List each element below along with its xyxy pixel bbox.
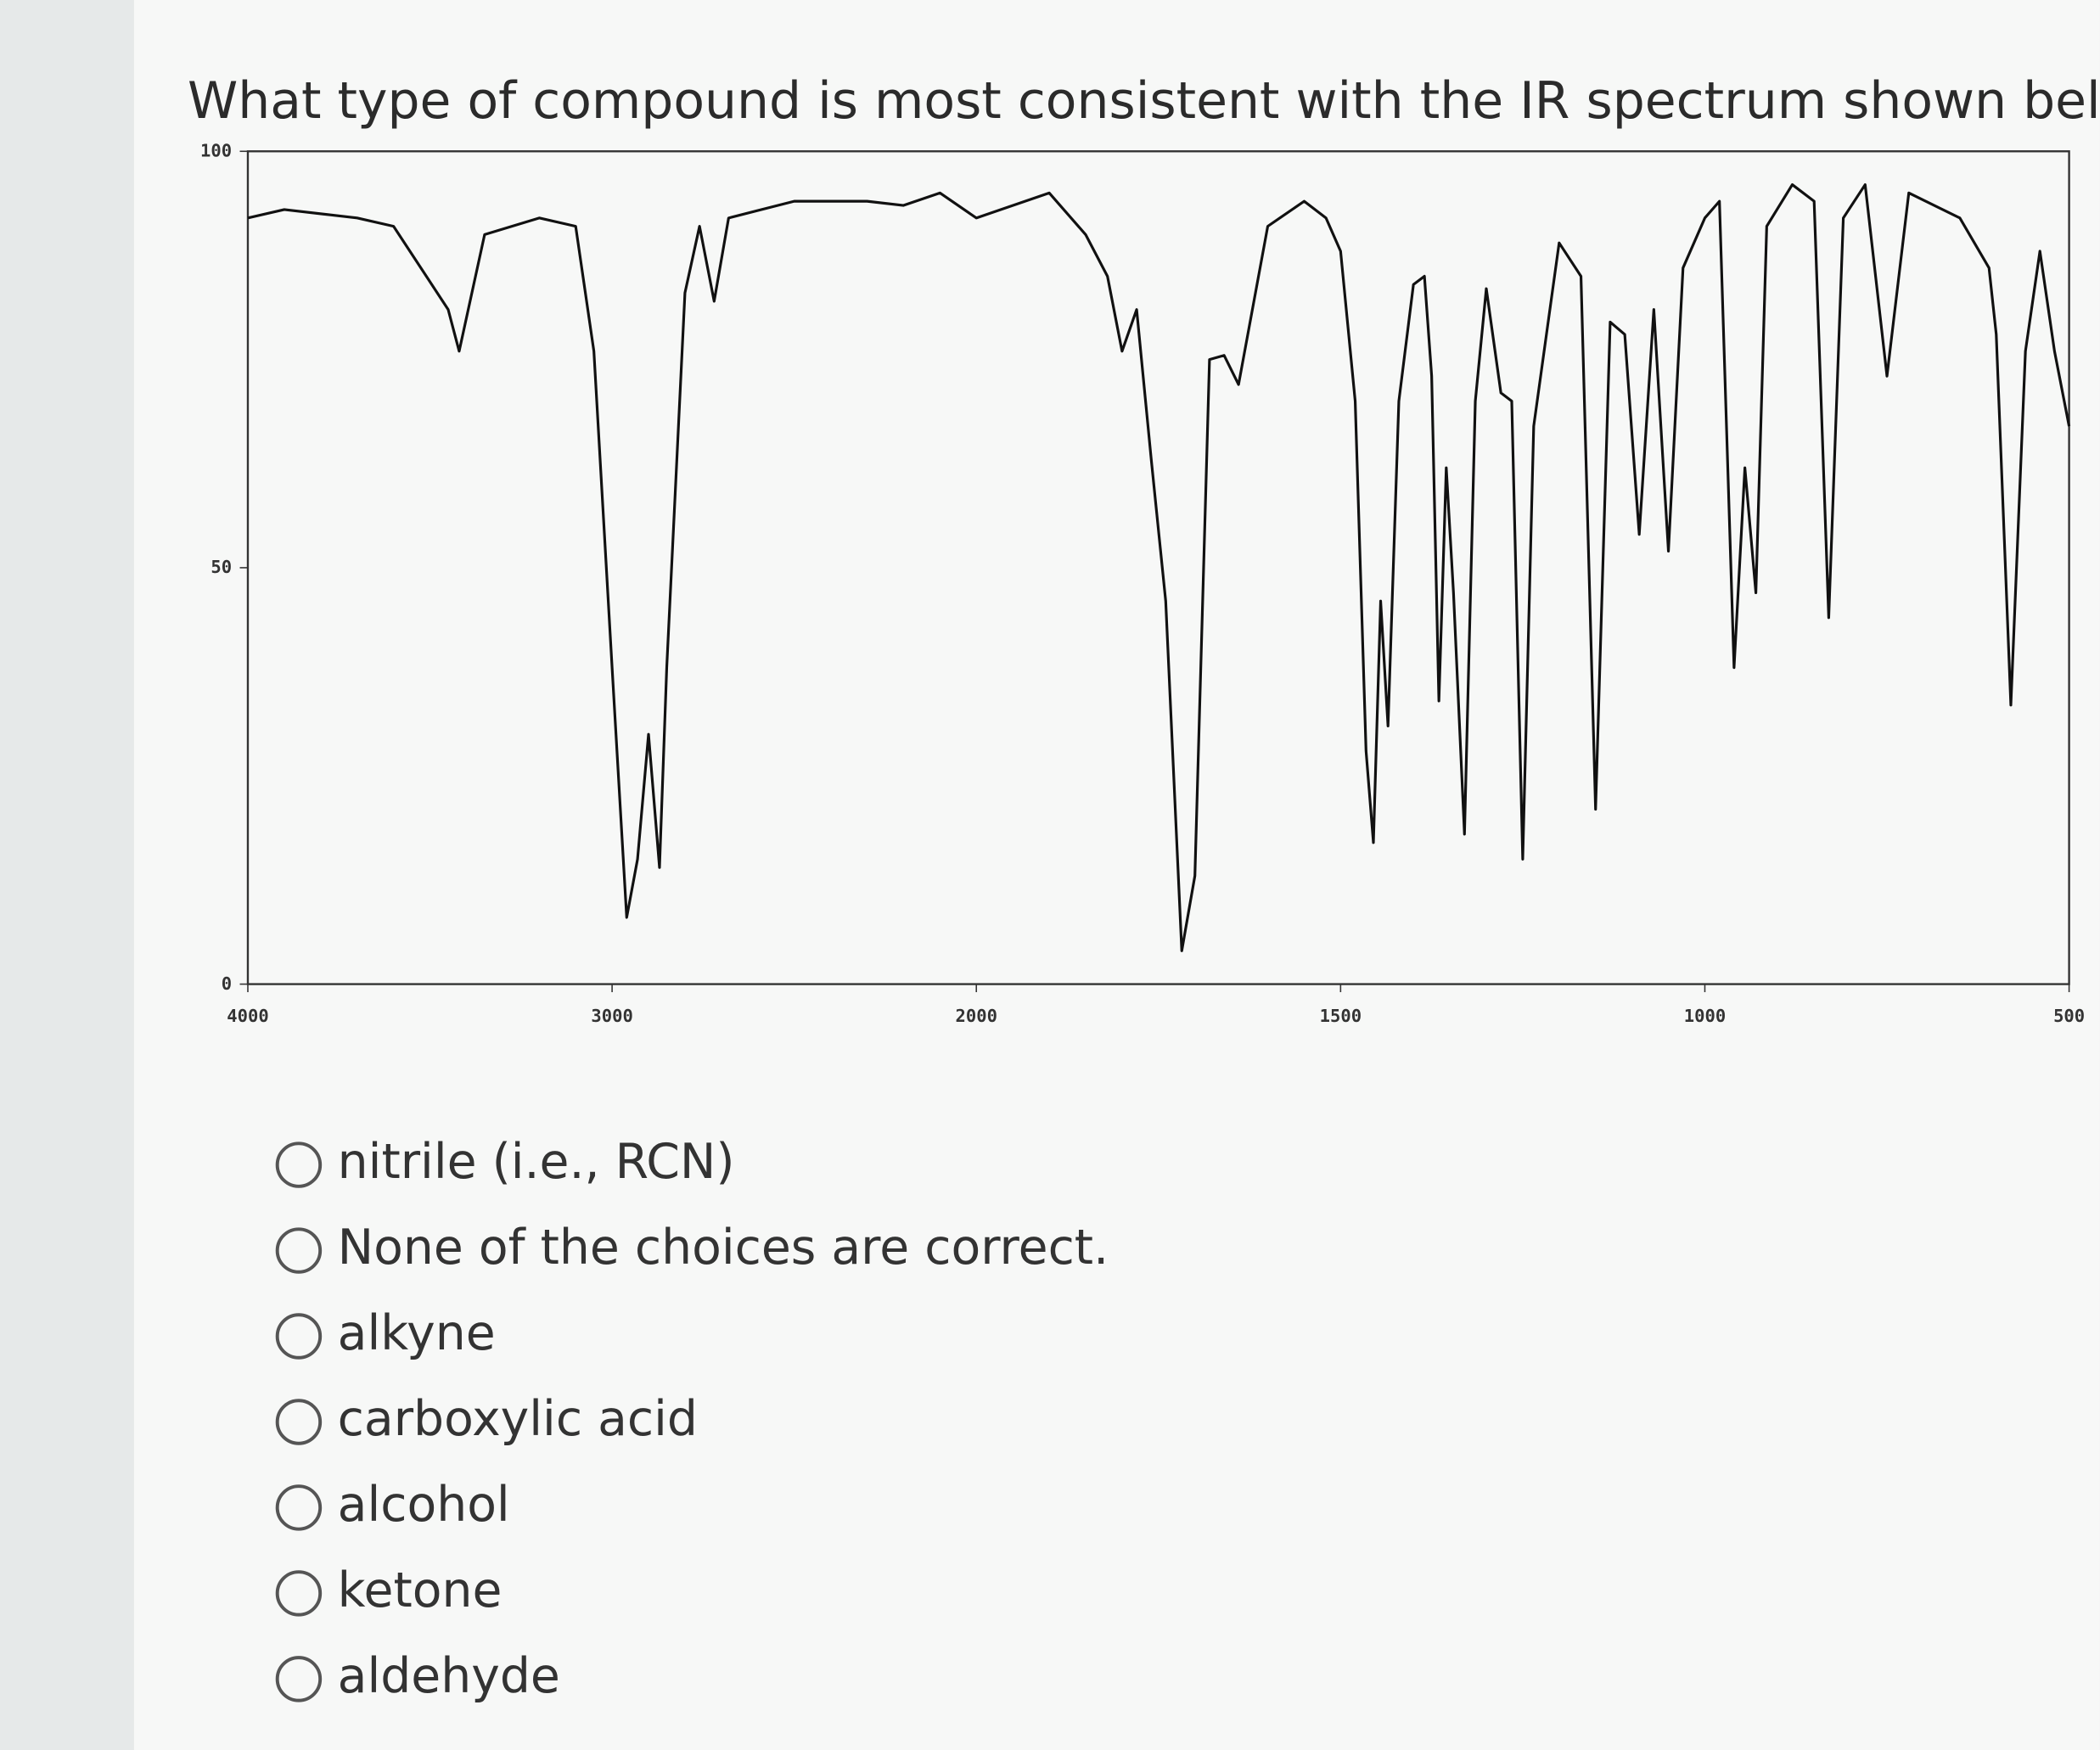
option-label[interactable]: alkyne xyxy=(338,1305,496,1361)
x-tick-label: 1000 xyxy=(1684,1006,1726,1026)
x-tick-label: 500 xyxy=(2053,1006,2085,1026)
option-label[interactable]: ketone xyxy=(338,1562,503,1618)
y-tick-label: 0 xyxy=(222,973,232,994)
option[interactable]: ketone xyxy=(275,1562,503,1618)
x-tick-label: 4000 xyxy=(227,1006,268,1026)
radio-button xyxy=(275,1313,323,1360)
y-tick-label: 50 xyxy=(211,557,232,577)
x-tick-label: 2000 xyxy=(956,1006,997,1026)
spectrum-line xyxy=(247,182,2071,952)
radio-button xyxy=(275,1399,323,1445)
y-tick-label: 100 xyxy=(200,141,232,161)
option-label[interactable]: nitrile (i.e., RCN) xyxy=(338,1134,735,1190)
option[interactable]: alkyne xyxy=(275,1305,496,1361)
option-label[interactable]: carboxylic acid xyxy=(338,1391,698,1447)
page-panel xyxy=(133,0,2100,1750)
option-label[interactable]: alcohol xyxy=(338,1477,510,1533)
option[interactable]: carboxylic acid xyxy=(275,1391,698,1447)
question: What type of compound is most consistent… xyxy=(188,71,2100,131)
option[interactable]: nitrile (i.e., RCN) xyxy=(275,1134,735,1190)
options: nitrile (i.e., RCN) None of the choices a… xyxy=(275,1134,1109,1704)
radio-button xyxy=(275,1570,323,1617)
option[interactable]: aldehyde xyxy=(275,1648,560,1704)
x-tick-label: 3000 xyxy=(591,1006,632,1026)
option[interactable]: None of the choices are correct. xyxy=(275,1220,1109,1276)
radio-button xyxy=(275,1656,323,1702)
radio-button xyxy=(275,1141,323,1188)
chart: 0 50 100 4000 3000 2000 1500 1000 500 xyxy=(200,141,2085,1026)
option-label[interactable]: None of the choices are correct. xyxy=(338,1220,1109,1276)
x-tick-label: 1500 xyxy=(1320,1006,1362,1026)
radio-button xyxy=(275,1227,323,1274)
radio-button xyxy=(275,1484,323,1531)
option[interactable]: alcohol xyxy=(275,1477,510,1533)
option-label[interactable]: aldehyde xyxy=(338,1648,560,1704)
